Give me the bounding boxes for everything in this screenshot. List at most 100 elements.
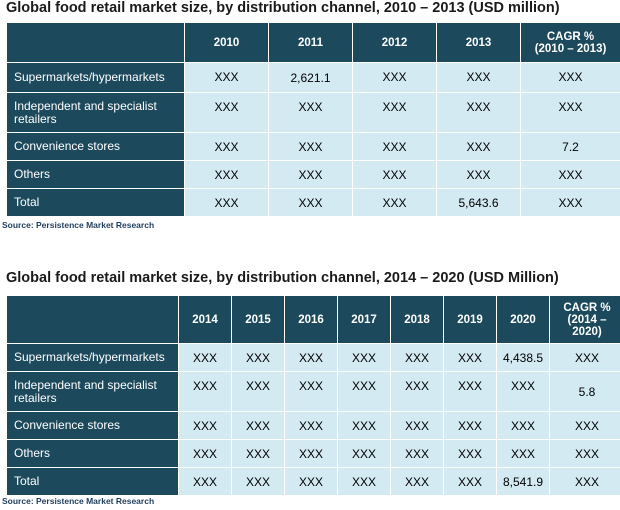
table-cell: XXX (184, 160, 269, 189)
row-label: Others (6, 439, 179, 468)
table-cell: XXX (231, 411, 285, 440)
table-cell: XXX (520, 188, 620, 217)
table-cell: XXX (496, 439, 550, 468)
table-cell: 4,438.5 (496, 343, 550, 372)
table-cell: XXX (549, 343, 620, 372)
column-header: 2016 (284, 295, 338, 344)
table-cell: XXX (549, 467, 620, 496)
column-header: 2019 (443, 295, 497, 344)
table1-title: Global food retail market size, by distr… (6, 0, 560, 16)
table-cell: XXX (337, 343, 391, 372)
table-cell: XXX (284, 439, 338, 468)
column-header: 2018 (390, 295, 444, 344)
column-header: 2011 (268, 22, 353, 63)
table-cell: XXX (352, 92, 437, 133)
table-cell: XXX (178, 371, 232, 412)
table-cell: XXX (284, 467, 338, 496)
table-cell: XXX (352, 132, 437, 161)
column-header: 2020 (496, 295, 550, 344)
table-cell: XXX (436, 62, 521, 93)
column-header: 2014 (178, 295, 232, 344)
table-row: Others XXX XXX XXX XXX XXX (6, 160, 620, 189)
table-row: Convenience stores XXX XXX XXX XXX XXX XXX XXX X… (6, 411, 620, 440)
table-cell: XXX (284, 411, 338, 440)
table-row: Total XXX XXX XXX 5,643.6 XXX (6, 188, 620, 217)
table-cell: XXX (337, 439, 391, 468)
header-corner-cell (6, 22, 185, 63)
table-cell: XXX (178, 343, 232, 372)
table-row: Supermarkets/hypermarkets XXX XXX XXX XXX XXX… (6, 343, 620, 372)
table-cell: XXX (496, 411, 550, 440)
table-cell: 5,643.6 (436, 188, 521, 217)
table-cell: XXX (178, 467, 232, 496)
table-cell: XXX (549, 439, 620, 468)
column-header: 2015 (231, 295, 285, 344)
row-label: Convenience stores (6, 132, 185, 161)
table-cell: XXX (496, 371, 550, 412)
column-header: 2010 (184, 22, 269, 63)
table-cell: XXX (390, 343, 444, 372)
table-cell: XXX (436, 92, 521, 133)
table-cell: XXX (390, 439, 444, 468)
table-cell: 2,621.1 (268, 62, 353, 93)
table-cell: XXX (268, 92, 353, 133)
row-label: Independent and specialist retailers (6, 92, 185, 133)
row-label: Others (6, 160, 185, 189)
table-cell: XXX (436, 132, 521, 161)
table-cell: XXX (284, 371, 338, 412)
table-cell: XXX (549, 411, 620, 440)
table-cell: XXX (352, 160, 437, 189)
table-cell: XXX (268, 188, 353, 217)
table-cell: XXX (443, 439, 497, 468)
table-row: Convenience stores XXX XXX XXX XXX 7.2 (6, 132, 620, 161)
table-cell: XXX (436, 160, 521, 189)
table-cell: XXX (268, 132, 353, 161)
table-cell: XXX (184, 132, 269, 161)
table-cell: XXX (443, 343, 497, 372)
header-corner-cell (6, 295, 179, 344)
table-cell: XXX (268, 160, 353, 189)
table-row: Others XXX XXX XXX XXX XXX XXX XXX XXX (6, 439, 620, 468)
market-size-table-2010-2013: 2010 2011 2012 2013 CAGR % (2010 – 2013) Supe… (6, 22, 620, 217)
column-header: 2012 (352, 22, 437, 63)
table-cell: XXX (231, 343, 285, 372)
table-cell: XXX (352, 188, 437, 217)
row-label: Supermarkets/hypermarkets (6, 62, 185, 93)
row-label: Independent and specialist retailers (6, 371, 179, 412)
table-cell: 8,541.9 (496, 467, 550, 496)
table-cell: XXX (184, 188, 269, 217)
table-cell: XXX (231, 439, 285, 468)
column-header: 2017 (337, 295, 391, 344)
table-row: Total XXX XXX XXX XXX XXX XXX 8,541.9 XXX (6, 467, 620, 496)
column-header: CAGR % (2010 – 2013) (520, 22, 620, 63)
column-header: 2013 (436, 22, 521, 63)
table-cell: XXX (178, 439, 232, 468)
market-size-table-2014-2020: 2014 2015 2016 2017 2018 2019 2020 CAGR % (2014… (6, 295, 620, 496)
table-cell: XXX (520, 62, 620, 93)
table-cell: XXX (443, 467, 497, 496)
row-label: Convenience stores (6, 411, 179, 440)
table-cell: XXX (231, 467, 285, 496)
table-cell: 5.8 (549, 371, 620, 412)
table2-source: Source: Persistence Market Research (2, 496, 155, 506)
table-row: Independent and specialist retailers XXX X… (6, 92, 620, 133)
table-cell: XXX (337, 467, 391, 496)
table-cell: XXX (520, 160, 620, 189)
table-cell: XXX (284, 343, 338, 372)
table-cell: XXX (443, 411, 497, 440)
table-cell: XXX (184, 92, 269, 133)
table2-title: Global food retail market size, by distr… (6, 270, 559, 286)
table-row: Independent and specialist retailers XXX X… (6, 371, 620, 412)
column-header: CAGR % (2014 – 2020) (549, 295, 620, 344)
table-cell: XXX (390, 411, 444, 440)
table-cell: XXX (184, 62, 269, 93)
row-label: Supermarkets/hypermarkets (6, 343, 179, 372)
table-cell: 7.2 (520, 132, 620, 161)
table-cell: XXX (443, 371, 497, 412)
table-cell: XXX (337, 411, 391, 440)
table-cell: XXX (390, 467, 444, 496)
row-label: Total (6, 188, 185, 217)
row-label: Total (6, 467, 179, 496)
table-cell: XXX (337, 371, 391, 412)
table-row: Supermarkets/hypermarkets XXX 2,621.1 XXX XX… (6, 62, 620, 93)
